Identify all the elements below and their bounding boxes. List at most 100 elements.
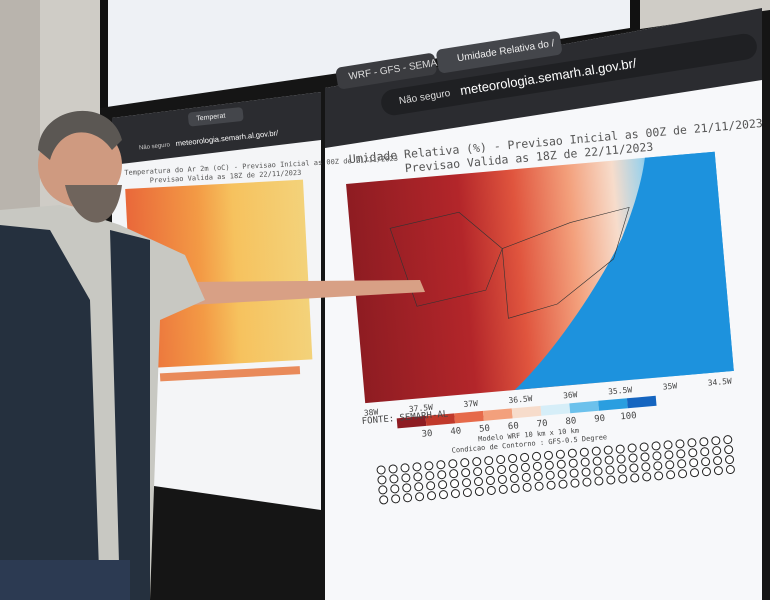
time-step-dot	[605, 465, 615, 475]
x-axis-label: 37W	[463, 399, 478, 409]
arm	[185, 280, 425, 305]
address-bar[interactable]	[379, 32, 758, 117]
browser-chrome	[112, 92, 321, 165]
time-step-dot	[379, 495, 389, 505]
time-step-dot	[653, 461, 663, 471]
time-step-dot	[508, 453, 518, 463]
hair	[38, 110, 122, 160]
x-axis-label: 35.5W	[608, 385, 633, 396]
time-step-dot	[617, 464, 627, 474]
time-step-dot	[616, 454, 626, 464]
time-step-dot	[556, 459, 566, 469]
time-step-dot	[579, 447, 589, 457]
time-step-dot	[618, 474, 628, 484]
time-step-dot	[460, 458, 470, 468]
time-step-dot	[701, 457, 711, 467]
state-borders	[501, 206, 630, 319]
time-step-dot	[520, 462, 530, 472]
time-step-dot	[592, 456, 602, 466]
time-step-dot	[391, 494, 401, 504]
time-step-dot	[663, 440, 673, 450]
time-step-dot	[627, 443, 637, 453]
time-step-dot	[438, 480, 448, 490]
time-step-dot	[388, 464, 398, 474]
colorbar-swatch	[540, 403, 571, 416]
time-step-dot	[414, 482, 424, 492]
security-label: Não seguro	[139, 142, 171, 151]
time-step-dot	[378, 485, 388, 495]
time-step-dot	[603, 445, 613, 455]
time-step-dot	[450, 489, 460, 499]
time-step-dot	[544, 460, 554, 470]
time-step-dot	[484, 456, 494, 466]
time-step-dot	[606, 475, 616, 485]
jeans	[0, 560, 130, 600]
time-step-dot	[724, 445, 734, 455]
time-step-dot	[509, 473, 519, 483]
time-step-dot	[701, 467, 711, 477]
time-step-dot	[425, 471, 435, 481]
time-step-dot	[436, 460, 446, 470]
time-step-dot	[450, 479, 460, 489]
time-step-dot	[676, 449, 686, 459]
time-step-dot	[497, 464, 507, 474]
time-step-dot	[402, 483, 412, 493]
time-step-dot	[652, 451, 662, 461]
colorbar-swatch	[569, 400, 599, 414]
time-step-dot	[688, 448, 698, 458]
time-step-dot	[498, 484, 508, 494]
time-step-dot	[604, 455, 614, 465]
time-step-dot	[675, 439, 685, 449]
time-step-dot	[510, 483, 520, 493]
colorbar-label: 90	[594, 414, 606, 425]
time-step-dot	[569, 468, 579, 478]
time-step-dot	[485, 466, 495, 476]
time-step-dot	[438, 490, 448, 500]
colorbar-label: 60	[508, 421, 520, 432]
colorbar-label: 40	[450, 426, 462, 437]
time-step-dot	[427, 491, 437, 501]
colorbar-label: 70	[536, 419, 548, 430]
time-step-dot	[629, 463, 639, 473]
temperature-map	[125, 179, 313, 369]
x-axis-label: 36.5W	[508, 394, 533, 405]
time-step-dot	[615, 444, 625, 454]
time-step-dot	[376, 465, 386, 475]
tab-active[interactable]	[436, 31, 563, 74]
tab-active[interactable]	[188, 107, 244, 127]
time-step-dot	[400, 463, 410, 473]
time-step-dot	[593, 466, 603, 476]
state-borders	[389, 211, 503, 307]
time-step-dot	[403, 493, 413, 503]
time-step-dot	[665, 460, 675, 470]
colorbar-swatch	[511, 405, 542, 419]
time-step-dot	[437, 470, 447, 480]
time-step-dot	[677, 459, 687, 469]
time-step-dot	[687, 438, 697, 448]
time-step-dot	[413, 472, 423, 482]
tab-title: Temperat	[196, 113, 226, 123]
colorbar-label: 100	[620, 411, 637, 422]
time-step-dot	[462, 478, 472, 488]
time-step-dot	[412, 462, 422, 472]
time-step-dot	[628, 453, 638, 463]
tab[interactable]	[335, 52, 437, 89]
vest	[0, 225, 150, 600]
time-step-dot	[496, 455, 506, 465]
time-step-dot	[546, 480, 556, 490]
time-step-dot	[448, 459, 458, 469]
colorbar-swatch	[425, 413, 456, 426]
x-axis-label: 37.5W	[408, 403, 433, 414]
time-step-dot	[689, 458, 699, 468]
colorbar-swatch	[483, 408, 513, 421]
ocean	[514, 151, 734, 391]
time-step-dot	[654, 471, 664, 481]
top-screen	[108, 0, 630, 110]
time-step-dot	[557, 469, 567, 479]
time-step-dot	[462, 488, 472, 498]
time-step-dot	[641, 462, 651, 472]
time-step-dot	[449, 469, 459, 479]
time-step-dot	[486, 485, 496, 495]
time-step-dot	[485, 475, 495, 485]
